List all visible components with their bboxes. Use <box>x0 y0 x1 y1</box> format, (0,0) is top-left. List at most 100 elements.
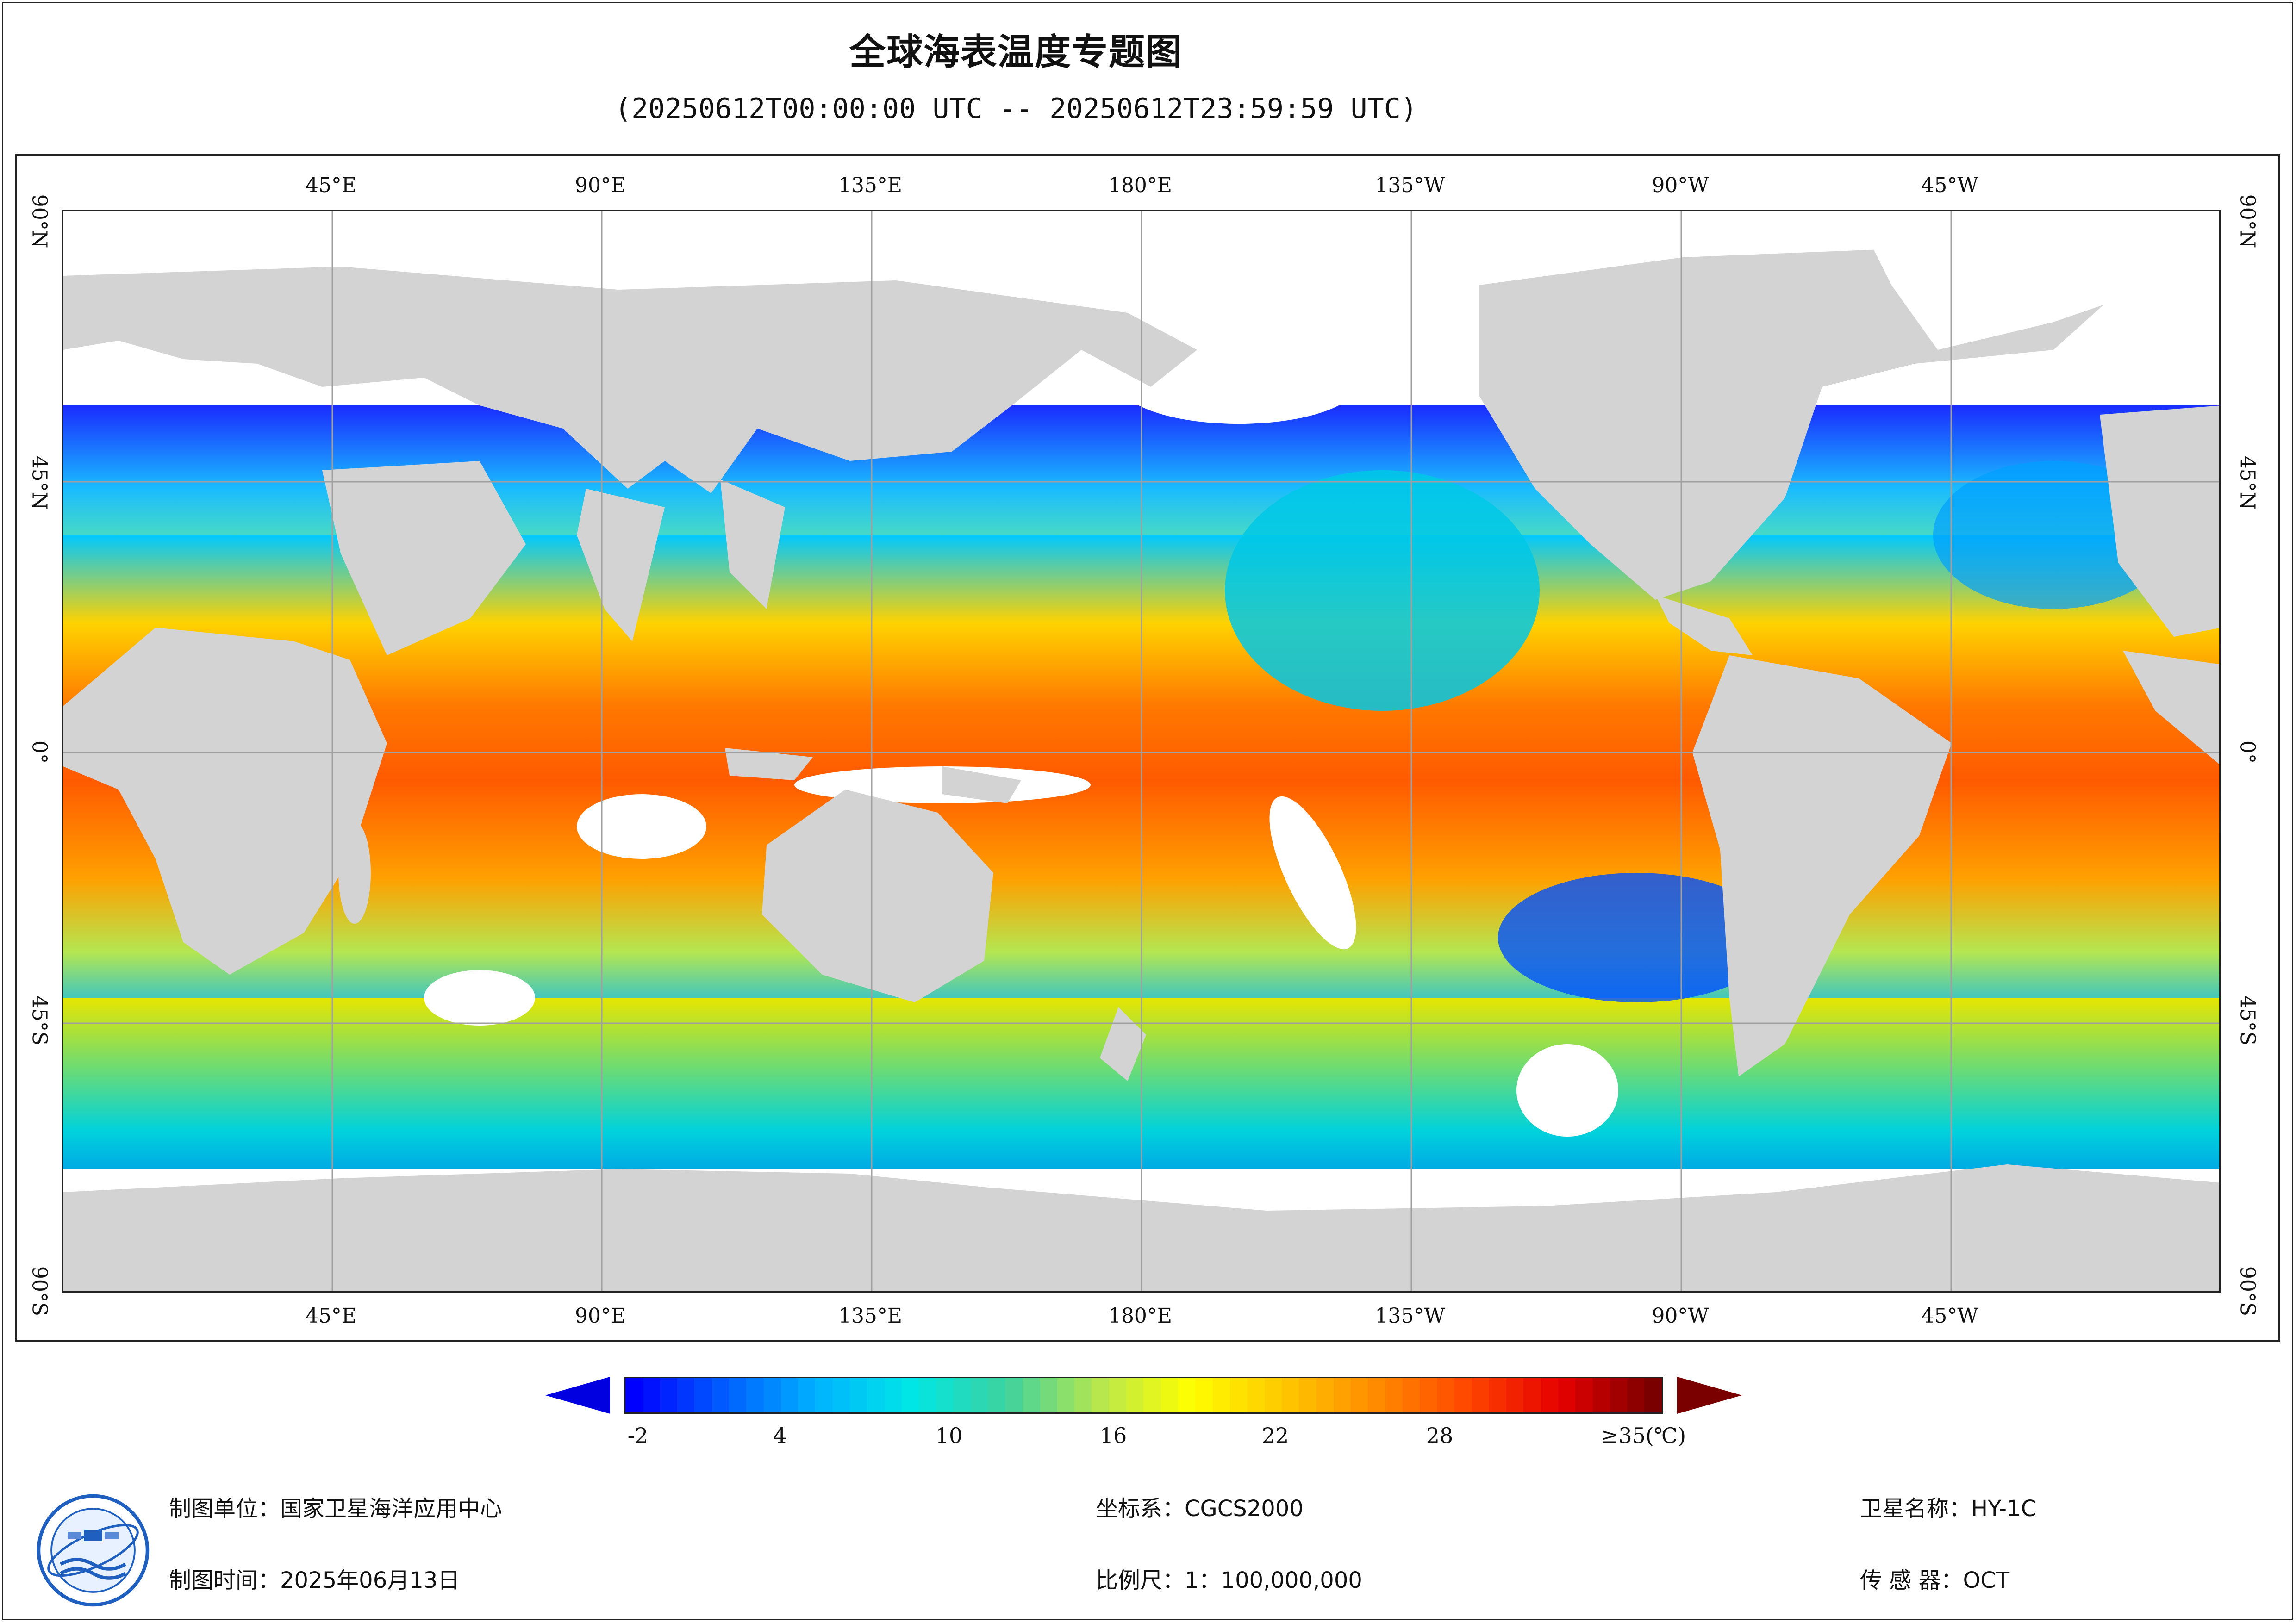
map-title: 全球海表温度专题图 <box>849 31 1183 73</box>
colorbar-cell <box>694 1378 712 1412</box>
colorbar-cell <box>1454 1378 1472 1412</box>
land-africa-west <box>2123 651 2219 764</box>
colorbar-cell <box>1212 1378 1230 1412</box>
coordinate-system: 坐标系：CGCS2000 <box>1096 1496 1304 1522</box>
colorbar-cell <box>1264 1378 1282 1412</box>
lat-tick-left: 0° <box>27 740 51 764</box>
map-outer-frame <box>15 154 2280 1342</box>
lon-tick-bottom: 180°E <box>1108 1304 1173 1328</box>
colorbar-cell <box>1385 1378 1403 1412</box>
colorbar-cell <box>1610 1378 1628 1412</box>
land-africa <box>63 628 387 975</box>
land-madagascar <box>338 822 371 924</box>
land-india <box>577 489 665 641</box>
land-se-asia <box>720 479 785 609</box>
lon-tick-bottom: 90°W <box>1652 1304 1709 1328</box>
lat-tick-right: 0° <box>2235 740 2259 764</box>
colorbar-cell <box>971 1378 988 1412</box>
colorbar-cell <box>1523 1378 1541 1412</box>
sst-colorbar <box>624 1377 1663 1414</box>
colorbar-cell <box>1040 1378 1057 1412</box>
colorbar-tick-label: 10 <box>935 1423 963 1448</box>
colorbar-cell <box>902 1378 919 1412</box>
colorbar-cell <box>763 1378 781 1412</box>
colorbar-cell <box>1575 1378 1593 1412</box>
lon-tick-top: 135°E <box>838 174 903 197</box>
colorbar-cell <box>1126 1378 1144 1412</box>
colorbar-cell <box>832 1378 850 1412</box>
colorbar-cell <box>1195 1378 1213 1412</box>
cold-patch-north-pacific <box>1225 470 1540 711</box>
land-indonesia <box>725 748 813 780</box>
colorbar-tick-label: 22 <box>1261 1423 1289 1448</box>
colorbar-cell <box>1351 1378 1368 1412</box>
colorbar-max-arrow <box>1677 1377 1742 1414</box>
graticule <box>63 211 2219 1291</box>
colorbar-cell <box>1299 1378 1316 1412</box>
colorbar-cell <box>1092 1378 1109 1412</box>
colorbar-cell <box>1333 1378 1351 1412</box>
lon-tick-top: 90°E <box>574 174 626 197</box>
colorbar-cell <box>1057 1378 1075 1412</box>
land-greenland <box>1868 230 2174 350</box>
colorbar-cell <box>1143 1378 1161 1412</box>
colorbar-cell <box>780 1378 799 1412</box>
satellite-name: 卫星名称：HY-1C <box>1860 1496 2037 1522</box>
lon-tick-bottom: 90°E <box>574 1304 626 1328</box>
colorbar-cell <box>660 1378 677 1412</box>
colorbar-cell <box>936 1378 954 1412</box>
colorbar-cell <box>1437 1378 1454 1412</box>
lat-tick-left: 45°N <box>27 455 51 510</box>
land-australia <box>762 790 993 1002</box>
lat-tick-right: 90°S <box>2235 1266 2259 1317</box>
colorbar-cell <box>1558 1378 1576 1412</box>
colorbar-cell <box>850 1378 867 1412</box>
colorbar-min-arrow <box>545 1377 610 1414</box>
cloud-gap <box>1269 796 1356 950</box>
colorbar-cell <box>1472 1378 1489 1412</box>
colorbar-cell <box>1023 1378 1040 1412</box>
colorbar-cell <box>677 1378 695 1412</box>
colorbar-cell <box>1403 1378 1420 1412</box>
colorbar-cell <box>1229 1378 1248 1412</box>
colorbar-tick-label: -2 <box>627 1423 649 1448</box>
colorbar-cell <box>1420 1378 1437 1412</box>
lon-tick-bottom: 135°E <box>838 1304 903 1328</box>
colorbar-cell <box>884 1378 902 1412</box>
land-new-guinea <box>942 766 1021 803</box>
colorbar-cell <box>625 1378 643 1412</box>
colorbar-cell <box>1644 1378 1662 1412</box>
sensor-name: 传 感 器：OCT <box>1860 1567 2010 1593</box>
lon-tick-top: 180°E <box>1108 174 1173 197</box>
colorbar-tick-label: 4 <box>773 1423 787 1448</box>
land-central-america <box>1655 595 1753 655</box>
land-new-zealand <box>1100 1007 1146 1081</box>
colorbar-cell <box>988 1378 1005 1412</box>
land-eurasia <box>63 267 1197 493</box>
colorbar-cell <box>1074 1378 1092 1412</box>
lon-tick-bottom: 45°E <box>305 1304 357 1328</box>
colorbar-cell <box>1281 1378 1299 1412</box>
colorbar-cell <box>1489 1378 1506 1412</box>
lon-tick-bottom: 45°W <box>1921 1304 1978 1328</box>
colorbar-cell <box>1541 1378 1558 1412</box>
lat-tick-left: 90°N <box>27 194 51 249</box>
cloud-gap <box>577 794 706 859</box>
time-range-subtitle: (20250612T00:00:00 UTC -- 20250612T23:59… <box>615 93 1417 125</box>
colorbar-cell <box>1247 1378 1265 1412</box>
lon-tick-top: 135°W <box>1375 174 1445 197</box>
lat-tick-right: 45°N <box>2235 455 2259 510</box>
lon-tick-bottom: 135°W <box>1375 1304 1445 1328</box>
colorbar-cell <box>746 1378 764 1412</box>
colorbar-cell <box>798 1378 816 1412</box>
colorbar-tick-label: ≥35(℃) <box>1600 1423 1686 1448</box>
cold-patch-south-pacific <box>1498 873 1776 1002</box>
map-scale: 比例尺：1：100,000,000 <box>1096 1567 1362 1593</box>
colorbar-cell <box>1005 1378 1023 1412</box>
colorbar-tick-label: 16 <box>1099 1423 1127 1448</box>
lat-tick-left: 45°S <box>27 995 51 1046</box>
colorbar-cell <box>1592 1378 1610 1412</box>
sst-map-svg <box>63 211 2219 1291</box>
colorbar-tick-label: 28 <box>1426 1423 1454 1448</box>
